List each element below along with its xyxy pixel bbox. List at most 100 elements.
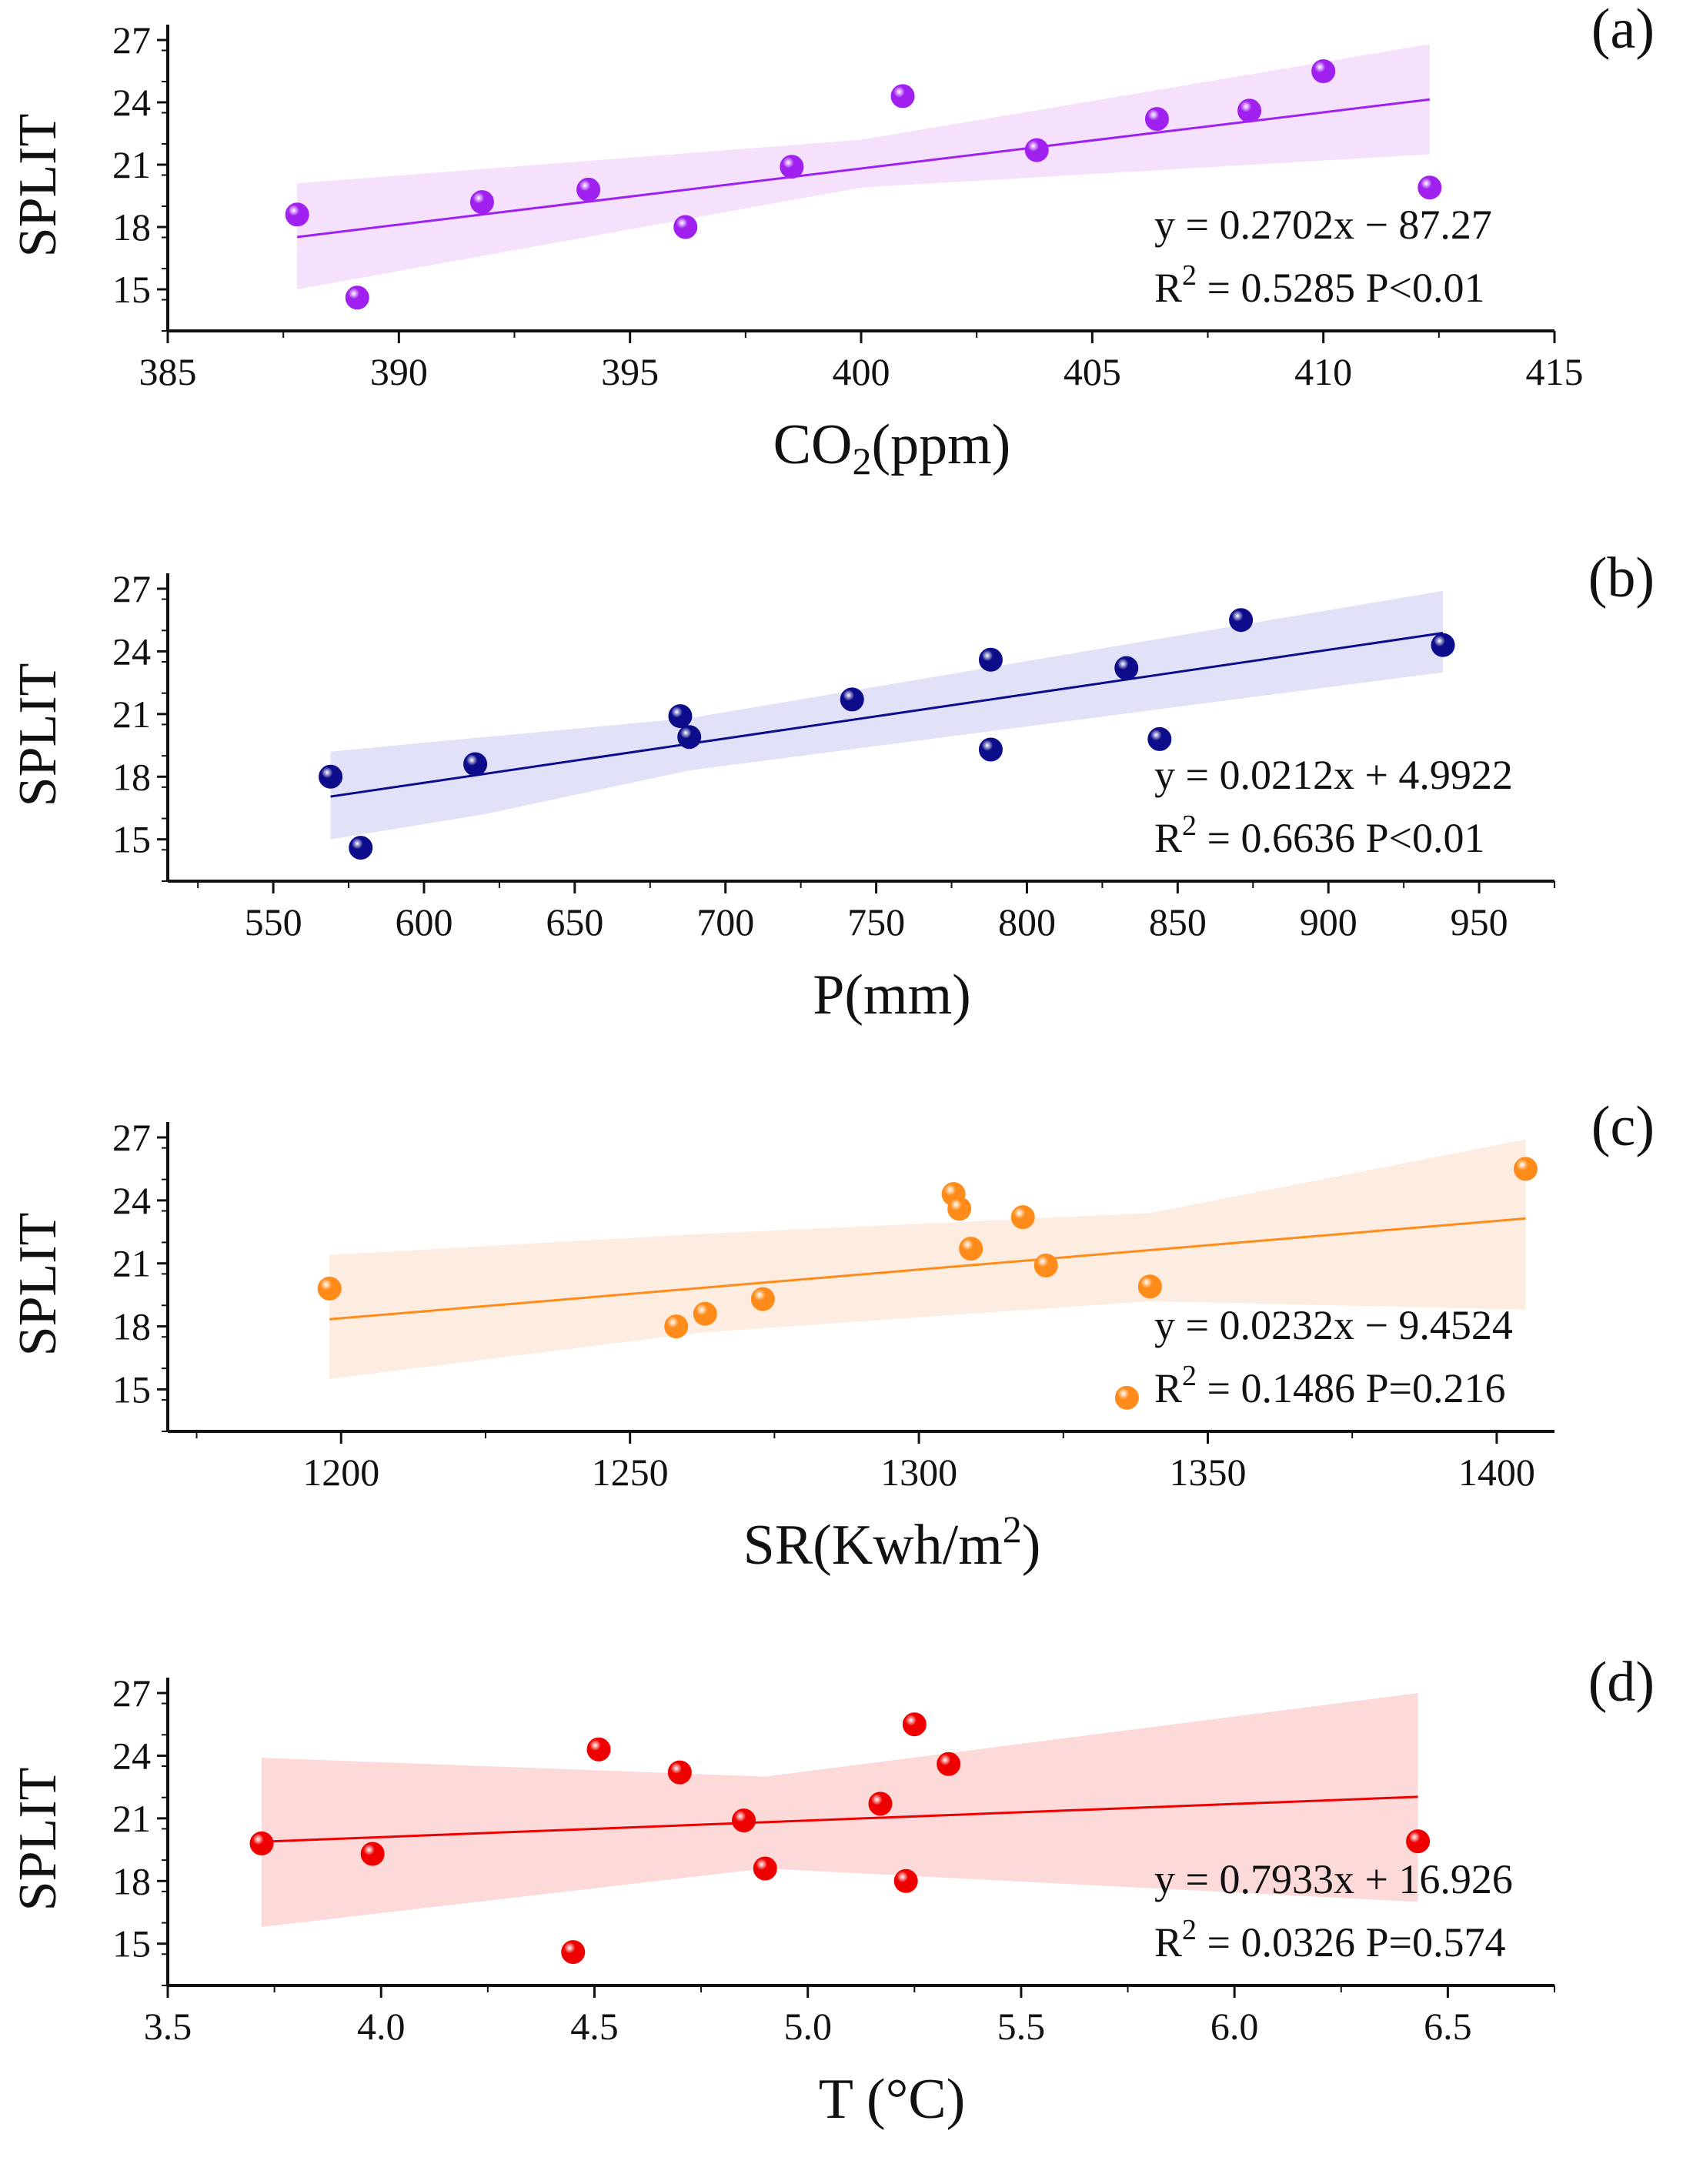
fit-line	[297, 98, 1431, 239]
y-axis-label: SPLIT	[8, 1768, 68, 1912]
y-tick-label: 24	[112, 81, 151, 124]
y-tick-label: 18	[112, 1305, 151, 1348]
y-tick-label: 15	[112, 1368, 151, 1411]
x-axis-label: CO2(ppm)	[773, 413, 1011, 483]
regression-equation: y = 0.7933x + 16.926	[1154, 1856, 1513, 1902]
data-point	[345, 286, 369, 310]
y-tick-label: 21	[112, 693, 151, 736]
data-point	[1034, 1253, 1058, 1277]
x-tick-label: 3.5	[144, 2005, 192, 2048]
data-point	[360, 1842, 385, 1866]
x-tick-label: 6.5	[1424, 2005, 1472, 2048]
y-tick-label: 15	[112, 818, 151, 861]
x-tick-label: 5.5	[997, 2005, 1046, 2048]
panel-label: (c)	[1591, 1095, 1655, 1158]
y-axis-label: SPLIT	[8, 1213, 68, 1357]
y-tick-label: 27	[112, 1116, 151, 1159]
y-tick-label: 15	[112, 268, 151, 311]
data-point	[1010, 1205, 1035, 1230]
y-tick-label: 24	[112, 1734, 151, 1777]
data-point	[1114, 656, 1139, 680]
confidence-band	[261, 1693, 1418, 1927]
data-point	[780, 155, 804, 179]
regression-equation: y = 0.2702x − 87.27	[1154, 202, 1492, 248]
data-point	[1418, 175, 1442, 200]
data-point	[937, 1752, 961, 1776]
data-point	[677, 725, 702, 750]
data-point	[249, 1831, 274, 1855]
y-tick-label: 21	[112, 143, 151, 186]
data-point	[664, 1314, 689, 1339]
regression-equation: y = 0.0212x + 4.9922	[1154, 752, 1513, 798]
x-tick-label: 395	[601, 350, 659, 393]
x-tick-label: 800	[998, 900, 1056, 943]
r-squared-label: R2 = 0.0326 P=0.574	[1154, 1914, 1505, 1965]
data-point	[693, 1301, 717, 1326]
fit-line	[330, 632, 1444, 798]
data-point	[1114, 1385, 1139, 1410]
data-point	[1147, 726, 1172, 751]
data-point	[1229, 608, 1254, 633]
data-point	[959, 1237, 983, 1261]
data-point	[319, 764, 343, 789]
data-point	[890, 84, 915, 109]
x-tick-label: 5.0	[783, 2005, 832, 2048]
data-point	[750, 1287, 775, 1311]
x-tick-label: 385	[139, 350, 197, 393]
x-axis-label: SR(Kwh/m2)	[743, 1508, 1041, 1577]
data-point	[668, 704, 693, 729]
x-tick-label: 1350	[1170, 1451, 1247, 1494]
data-point	[285, 202, 309, 227]
x-tick-label: 900	[1300, 900, 1357, 943]
data-point	[469, 190, 494, 215]
fit-line	[261, 1795, 1418, 1843]
data-point	[902, 1712, 927, 1737]
x-tick-label: 415	[1526, 350, 1584, 393]
data-point	[840, 687, 864, 712]
x-tick-label: 600	[395, 900, 452, 943]
y-tick-label: 27	[112, 1671, 151, 1715]
fit-line	[329, 1217, 1526, 1321]
data-point	[586, 1737, 611, 1762]
panel-b: 15 18 21 24 27 550 600 650 700 750 800 850 900 950 SPL…	[8, 546, 1655, 1027]
confidence-band	[329, 1139, 1526, 1379]
x-tick-label: 400	[833, 350, 890, 393]
data-point	[1137, 1274, 1162, 1299]
x-tick-label: 1400	[1458, 1451, 1535, 1494]
regression-equation: y = 0.0232x − 9.4524	[1154, 1302, 1513, 1348]
data-point	[561, 1940, 586, 1965]
r-squared-label: R2 = 0.6636 P<0.01	[1154, 810, 1484, 861]
data-point	[978, 737, 1003, 762]
panel-label: (d)	[1588, 1651, 1655, 1714]
data-point	[893, 1868, 918, 1893]
data-point	[576, 177, 601, 202]
y-tick-label: 27	[112, 567, 151, 610]
y-axis-label: SPLIT	[8, 663, 68, 807]
r-squared-label: R2 = 0.1486 P=0.216	[1154, 1360, 1505, 1411]
x-tick-label: 6.0	[1210, 2005, 1259, 2048]
data-point	[317, 1276, 342, 1301]
data-point	[947, 1197, 972, 1221]
data-point	[1431, 633, 1455, 657]
data-point	[349, 836, 373, 860]
x-tick-label: 1300	[880, 1451, 957, 1494]
panel-a: 15 18 21 24 27 385 390 395 400 405 410 415 SPLIT CO2(…	[8, 0, 1655, 483]
x-tick-label: 390	[370, 350, 428, 393]
data-point	[868, 1792, 893, 1816]
y-axis-label: SPLIT	[8, 114, 68, 258]
data-point	[978, 647, 1003, 672]
x-tick-label: 650	[546, 900, 603, 943]
confidence-band	[297, 44, 1430, 290]
x-tick-label: 405	[1064, 350, 1121, 393]
panel-c: 15 18 21 24 27 1200 1250 1300 1350 1400 SPLIT SR(Kw…	[8, 1095, 1655, 1577]
x-tick-label: 1200	[302, 1451, 379, 1494]
x-tick-label: 700	[696, 900, 754, 943]
x-tick-label: 750	[847, 900, 905, 943]
x-axis-label: P(mm)	[813, 963, 971, 1027]
panel-label: (b)	[1588, 546, 1655, 609]
y-tick-label: 21	[112, 1797, 151, 1840]
data-point	[1513, 1157, 1538, 1181]
y-tick-label: 21	[112, 1242, 151, 1285]
data-point	[1237, 99, 1262, 123]
